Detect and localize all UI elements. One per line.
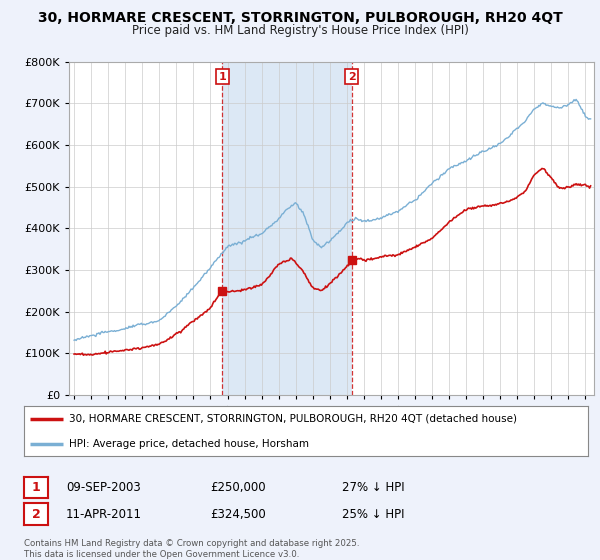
Text: 2: 2 (348, 72, 355, 82)
Text: 2: 2 (32, 507, 40, 521)
Text: £324,500: £324,500 (210, 507, 266, 521)
Text: 11-APR-2011: 11-APR-2011 (66, 507, 142, 521)
Text: 30, HORMARE CRESCENT, STORRINGTON, PULBOROUGH, RH20 4QT (detached house): 30, HORMARE CRESCENT, STORRINGTON, PULBO… (69, 414, 517, 423)
Text: 25% ↓ HPI: 25% ↓ HPI (342, 507, 404, 521)
Text: 27% ↓ HPI: 27% ↓ HPI (342, 480, 404, 494)
Text: 1: 1 (218, 72, 226, 82)
Bar (223, 62, 352, 395)
Text: £250,000: £250,000 (210, 480, 266, 494)
Text: 1: 1 (32, 480, 40, 494)
Text: HPI: Average price, detached house, Horsham: HPI: Average price, detached house, Hors… (69, 439, 309, 449)
Text: Contains HM Land Registry data © Crown copyright and database right 2025.
This d: Contains HM Land Registry data © Crown c… (24, 539, 359, 559)
Text: Price paid vs. HM Land Registry's House Price Index (HPI): Price paid vs. HM Land Registry's House … (131, 24, 469, 36)
Text: 30, HORMARE CRESCENT, STORRINGTON, PULBOROUGH, RH20 4QT: 30, HORMARE CRESCENT, STORRINGTON, PULBO… (38, 11, 562, 25)
Text: 09-SEP-2003: 09-SEP-2003 (66, 480, 141, 494)
